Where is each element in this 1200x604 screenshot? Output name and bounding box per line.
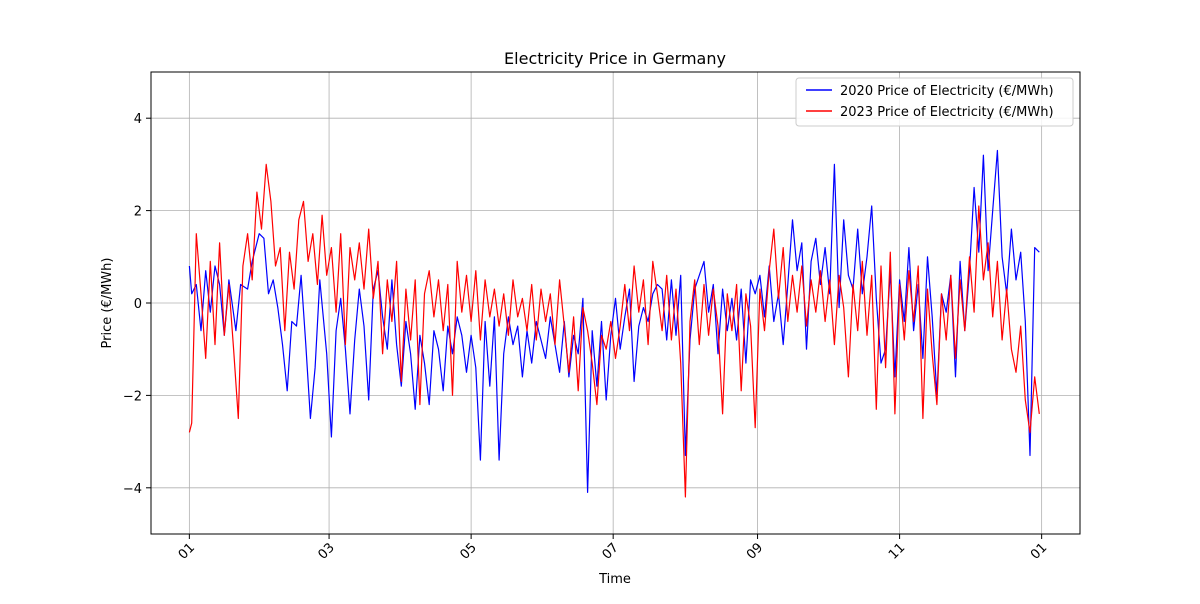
- x-tick-label: 05: [457, 540, 479, 562]
- legend-label-2023: 2023 Price of Electricity (€/MWh): [840, 105, 1054, 120]
- series-layer: [188, 149, 1040, 498]
- y-tick-label: −2: [123, 389, 142, 404]
- chart-title: Electricity Price in Germany: [504, 49, 726, 68]
- series-line-1: [188, 163, 1040, 498]
- y-tick-label: −4: [123, 482, 142, 497]
- x-tick-label: 03: [315, 540, 337, 562]
- x-axis-label: Time: [598, 572, 631, 587]
- legend-label-2020: 2020 Price of Electricity (€/MWh): [840, 84, 1054, 99]
- x-tick-label: 07: [600, 540, 622, 562]
- y-axis-label: Price (€/MWh): [100, 258, 115, 349]
- x-tick-label: 01: [176, 540, 198, 562]
- y-tick-label: 0: [134, 297, 142, 312]
- y-tick-label: 2: [134, 205, 142, 220]
- x-tick-label: 09: [744, 540, 766, 562]
- series-line-0: [188, 149, 1040, 493]
- x-tick-label: 01: [1028, 540, 1050, 562]
- ticks-layer: 01 03 05 07 09 11 01 −4 −2 0 2 4: [123, 112, 1050, 562]
- legend-box: [795, 77, 1074, 127]
- x-tick-label: 11: [886, 540, 908, 562]
- legend: 2020 Price of Electricity (€/MWh) 2023 P…: [795, 77, 1074, 127]
- y-tick-label: 4: [134, 112, 142, 127]
